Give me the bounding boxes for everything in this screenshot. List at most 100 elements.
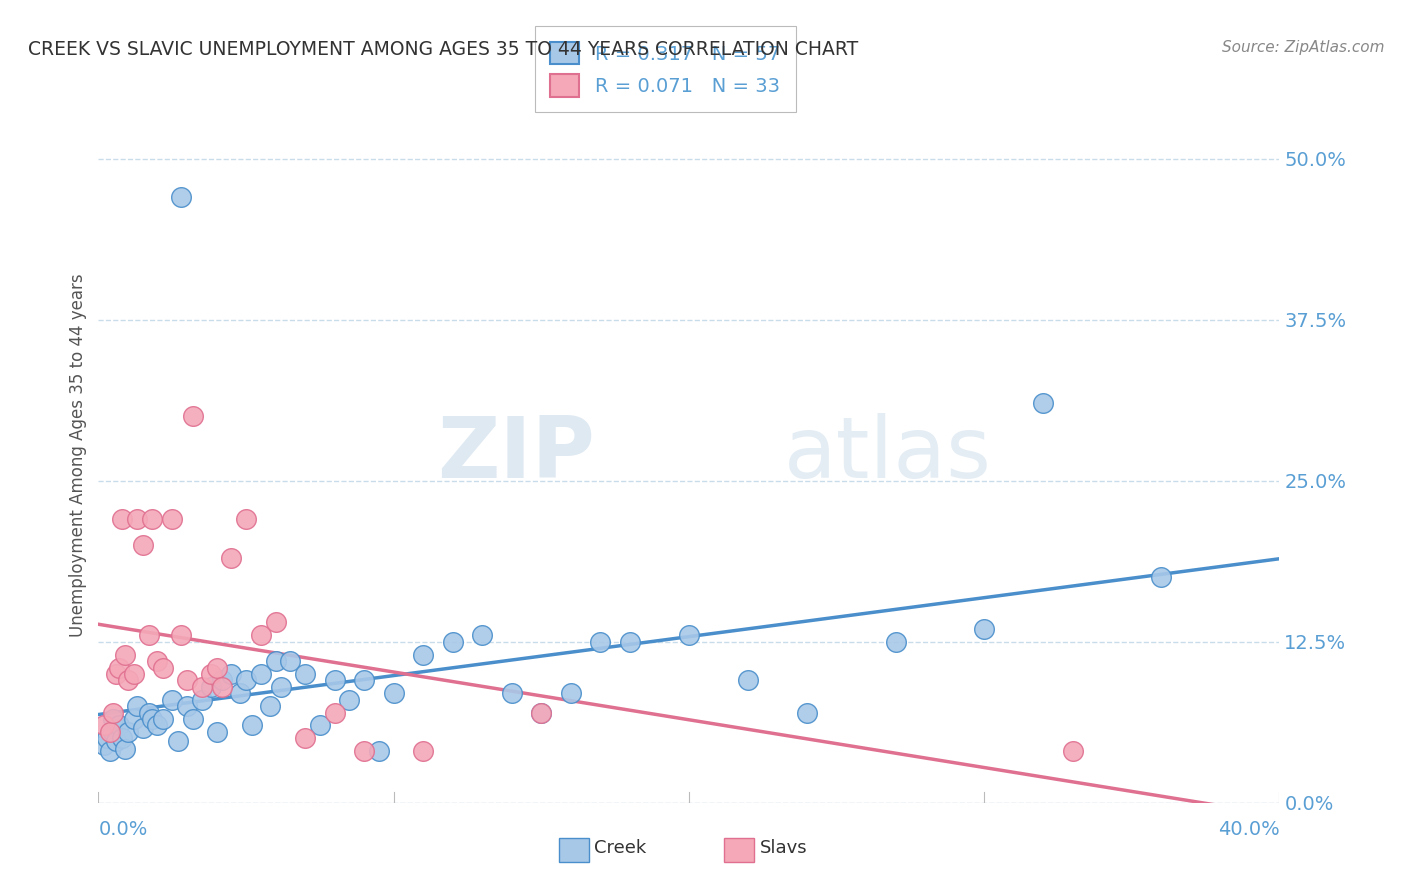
Point	[103, 712, 125, 726]
Y-axis label: Unemployment Among Ages 35 to 44 years: Unemployment Among Ages 35 to 44 years	[69, 273, 87, 637]
Point	[103, 706, 125, 720]
Point	[264, 615, 287, 630]
Point	[589, 634, 612, 648]
Point	[108, 660, 131, 674]
Point	[132, 721, 155, 735]
Point	[382, 686, 405, 700]
Point	[619, 634, 641, 648]
Point	[678, 628, 700, 642]
FancyBboxPatch shape	[724, 838, 754, 862]
Point	[93, 718, 115, 732]
Point	[176, 699, 198, 714]
Text: ZIP: ZIP	[437, 413, 595, 497]
Point	[122, 667, 145, 681]
Text: Slavs: Slavs	[759, 839, 807, 857]
Point	[294, 731, 316, 746]
Point	[221, 551, 243, 566]
Text: 0.0%: 0.0%	[98, 821, 148, 839]
Point	[152, 660, 174, 674]
Point	[211, 680, 233, 694]
Point	[240, 718, 263, 732]
Point	[973, 622, 995, 636]
Point	[250, 667, 273, 681]
Point	[105, 734, 128, 748]
Point	[205, 660, 228, 674]
Text: 40.0%: 40.0%	[1218, 821, 1279, 839]
Point	[412, 744, 434, 758]
Point	[96, 731, 118, 746]
Point	[93, 738, 115, 752]
Point	[200, 680, 222, 694]
Point	[264, 654, 287, 668]
Point	[259, 699, 281, 714]
Point	[205, 725, 228, 739]
FancyBboxPatch shape	[560, 838, 589, 862]
Point	[125, 699, 148, 714]
Point	[368, 744, 391, 758]
Point	[181, 409, 204, 424]
Point	[221, 667, 243, 681]
Point	[530, 706, 553, 720]
Text: Source: ZipAtlas.com: Source: ZipAtlas.com	[1222, 40, 1385, 55]
Point	[162, 512, 183, 526]
Point	[884, 634, 907, 648]
Point	[323, 673, 346, 688]
Point	[152, 712, 174, 726]
Point	[111, 731, 134, 746]
Point	[441, 634, 464, 648]
Point	[229, 686, 252, 700]
Point	[471, 628, 494, 642]
Point	[141, 712, 163, 726]
Point	[176, 673, 198, 688]
Point	[353, 673, 375, 688]
Point	[1062, 744, 1084, 758]
Text: atlas: atlas	[783, 413, 991, 497]
Point	[170, 628, 193, 642]
Point	[141, 512, 163, 526]
Point	[339, 692, 361, 706]
Point	[146, 654, 169, 668]
Point	[117, 725, 139, 739]
Point	[122, 712, 145, 726]
Point	[114, 648, 136, 662]
Point	[200, 667, 222, 681]
Point	[191, 692, 214, 706]
Point	[560, 686, 582, 700]
Point	[98, 744, 121, 758]
Text: Creek: Creek	[595, 839, 647, 857]
Point	[412, 648, 434, 662]
Point	[138, 706, 160, 720]
Point	[111, 512, 134, 526]
Point	[737, 673, 759, 688]
Point	[530, 706, 553, 720]
Point	[235, 512, 257, 526]
Text: CREEK VS SLAVIC UNEMPLOYMENT AMONG AGES 35 TO 44 YEARS CORRELATION CHART: CREEK VS SLAVIC UNEMPLOYMENT AMONG AGES …	[28, 40, 859, 59]
Point	[1032, 396, 1054, 410]
Point	[146, 718, 169, 732]
Point	[309, 718, 332, 732]
Point	[501, 686, 523, 700]
Point	[125, 512, 148, 526]
Point	[280, 654, 302, 668]
Point	[235, 673, 257, 688]
Point	[138, 628, 160, 642]
Point	[294, 667, 316, 681]
Point	[191, 680, 214, 694]
Point	[114, 741, 136, 756]
Point	[117, 673, 139, 688]
Point	[103, 725, 125, 739]
Point	[105, 667, 128, 681]
Point	[323, 706, 346, 720]
Point	[181, 712, 204, 726]
Point	[1150, 570, 1173, 584]
Point	[796, 706, 818, 720]
Point	[132, 538, 155, 552]
Point	[250, 628, 273, 642]
Point	[170, 190, 193, 204]
Legend: R = 0.317   N = 57, R = 0.071   N = 33: R = 0.317 N = 57, R = 0.071 N = 33	[534, 26, 796, 112]
Point	[162, 692, 183, 706]
Point	[98, 725, 121, 739]
Point	[167, 734, 190, 748]
Point	[108, 718, 131, 732]
Point	[270, 680, 292, 694]
